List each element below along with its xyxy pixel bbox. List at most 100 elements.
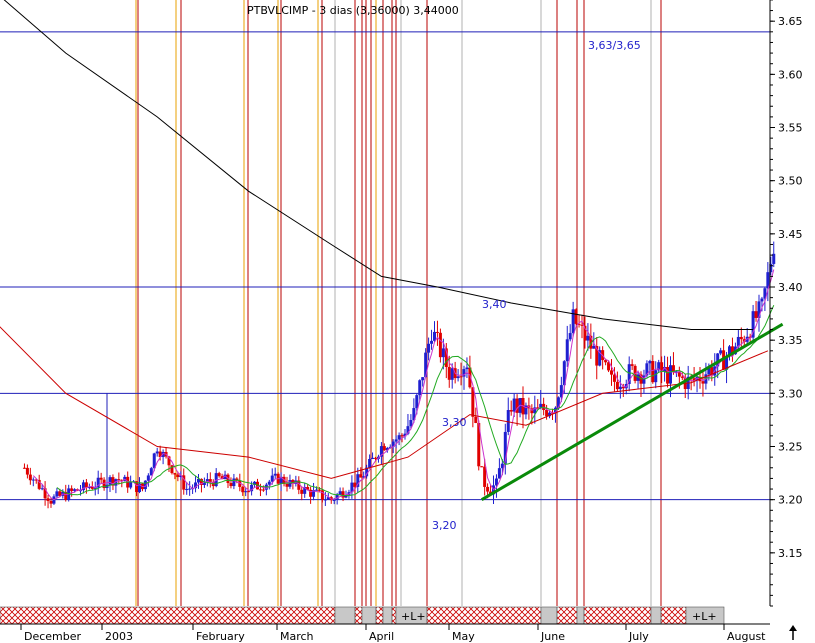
candle-body [769, 263, 773, 273]
candle-body [235, 478, 239, 481]
ma-mid-line [56, 305, 775, 497]
candle-body [244, 491, 248, 493]
candle-body [326, 497, 330, 500]
candle-body [663, 366, 667, 372]
candle-body [441, 348, 445, 358]
candle-body [43, 488, 47, 499]
candle-body [282, 476, 286, 484]
candle-body [506, 410, 510, 432]
candle-body [261, 489, 265, 491]
candle-body [256, 481, 259, 490]
candle-body [757, 301, 761, 318]
candle-body [565, 339, 569, 362]
candle-body [556, 397, 560, 408]
candle-body [297, 480, 301, 490]
candle-body [182, 475, 186, 490]
candle-body [356, 474, 360, 487]
candle-body [536, 407, 540, 409]
x-tick-label: March [280, 630, 314, 643]
candle-body [34, 479, 38, 481]
candle-body [223, 474, 227, 480]
candle-body [146, 475, 150, 481]
candle-body [766, 272, 770, 289]
candle-body [612, 374, 616, 382]
annotation-target: 3,63/3,65 [588, 39, 641, 52]
candle-body [99, 477, 103, 480]
candle-body [279, 476, 283, 484]
x-tick-label: July [628, 630, 649, 643]
candle-body [406, 426, 410, 434]
candle-body [435, 331, 439, 333]
strip-hatched-block [426, 606, 542, 625]
candle-body [725, 356, 729, 370]
candle-body [188, 488, 192, 490]
candle-body [40, 488, 44, 490]
strip-hatched-block [391, 606, 397, 625]
candle-body [350, 482, 354, 493]
candle-body [648, 361, 652, 364]
candle-body [669, 365, 672, 384]
candle-body [427, 343, 431, 353]
candle-body [22, 467, 26, 469]
trendline [480, 322, 784, 501]
candle-body [610, 370, 613, 375]
candle-body [674, 371, 678, 373]
strip-marker: +L+ [692, 610, 717, 623]
support-resistance-lines [0, 31, 770, 501]
strip-marker: +L+ [401, 610, 426, 623]
candle-body [379, 446, 383, 457]
plot-area [0, 0, 770, 606]
y-tick-label: 3.15 [778, 547, 803, 560]
candle-body [87, 487, 91, 489]
candle-body [415, 395, 419, 409]
candle-body [742, 339, 746, 342]
x-tick-label: December [24, 630, 82, 643]
strip-gray-block [382, 606, 393, 625]
candle-body [300, 489, 304, 494]
annotation-resistance: 3,40 [482, 298, 507, 311]
candle-body [497, 468, 501, 479]
candle-body [545, 410, 549, 417]
strip-gray-block [334, 606, 356, 625]
candle-body [524, 405, 528, 415]
candle-body [359, 474, 363, 478]
candle-body [772, 253, 776, 264]
candle-body [577, 323, 581, 325]
annotation-support-mid: 3,30 [442, 416, 467, 429]
candle-body [241, 486, 245, 493]
candle-body [533, 407, 537, 414]
event-strip: +L+ +L+ [0, 606, 725, 625]
candle-body [335, 494, 339, 500]
candle-body [273, 473, 277, 476]
candle-body [344, 495, 348, 498]
candle-body [630, 364, 634, 366]
candle-body [751, 311, 755, 338]
candle-body [548, 412, 552, 417]
x-tick-label: 2003 [105, 630, 133, 643]
candle-body [494, 478, 498, 486]
candle-body [267, 481, 271, 485]
candle-body [135, 481, 139, 493]
candle-body [167, 456, 171, 466]
candle-body [409, 420, 413, 427]
candle-body [315, 489, 318, 491]
candle-body [574, 309, 578, 324]
candle-body [391, 441, 395, 447]
candle-body [468, 367, 472, 388]
strip-gray-block [576, 606, 585, 625]
y-tick-label: 3.20 [778, 494, 803, 507]
candle-body [312, 490, 316, 497]
candle-body [739, 336, 743, 340]
candle-body [382, 446, 386, 451]
strip-hatched-block [375, 606, 384, 625]
candle-body [580, 324, 584, 326]
candle-body [394, 439, 398, 442]
candle-body [730, 346, 734, 355]
candle-body [138, 483, 141, 493]
candle-body [559, 385, 563, 398]
candle-body [539, 403, 543, 408]
strip-gray-block [540, 606, 558, 625]
scroll-arrow-icon[interactable] [789, 625, 797, 640]
